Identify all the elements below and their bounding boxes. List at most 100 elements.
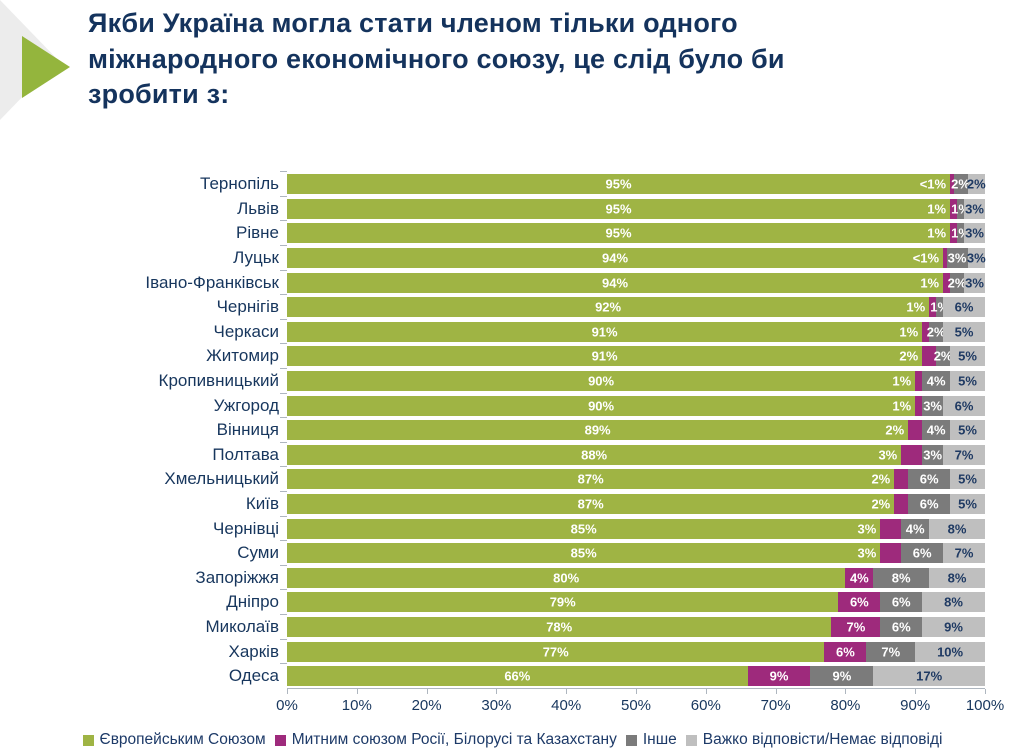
bar-track: 95% <1% 2% 2%: [280, 171, 986, 195]
bar-track: 87% 2% 6% 5%: [280, 466, 985, 490]
bar-value-label: 79%: [549, 594, 576, 610]
bar-segment-eu: 91% 2%: [287, 346, 923, 367]
category-label: Суми: [237, 543, 279, 563]
bar-value-label: 1%: [920, 275, 940, 291]
bar-segment-eu: 94% 1%: [287, 272, 944, 293]
x-tick-label: 20%: [411, 697, 442, 715]
bar-segment-customs-union: [880, 518, 902, 539]
bar-value-label: 78%: [546, 619, 573, 635]
bar-value-label: 6%: [891, 619, 911, 635]
bar-segment-no-answer: 5%: [943, 321, 985, 342]
bar-value-label: 5%: [958, 496, 977, 512]
bar-row: Чернігів 92% 1% 1% 6%: [0, 294, 985, 320]
bar-segment-no-answer: 7%: [943, 543, 985, 564]
legend-label: Європейським Союзом: [99, 731, 266, 748]
x-tick-label: 100%: [965, 697, 1005, 715]
bar-segment-customs-union: [950, 198, 958, 219]
bar-value-label: 95%: [605, 225, 632, 241]
bar-track: 78% 7% 6% 9%: [280, 613, 985, 637]
legend-swatch-icon: [685, 734, 697, 746]
bar-segment-no-answer: 3%: [967, 248, 986, 269]
bar-value-label: 10%: [937, 644, 964, 660]
bar-segment-customs-union: [908, 420, 923, 441]
bar-track: 66% 9% 9% 17%: [280, 663, 985, 687]
x-tick-label: 40%: [551, 697, 582, 715]
bar-value-label: 2%: [951, 176, 970, 192]
bar-row: Вінниця 89% 2% 4% 5%: [0, 417, 985, 443]
bar-value-label: 6%: [835, 644, 855, 660]
bar-value-label: 5%: [958, 348, 977, 364]
bar-row: Одеса 66% 9% 9% 17%: [0, 663, 985, 689]
bar-track: 94% <1% 3% 3%: [280, 245, 986, 269]
bar-value-label: 88%: [581, 447, 608, 463]
bar-value-label: <1%: [912, 250, 940, 266]
bar-segment-customs-union: [943, 272, 951, 293]
category-label: Одеса: [228, 666, 279, 686]
bar-segment-no-answer: 5%: [950, 494, 985, 515]
bar-value-label: 91%: [591, 324, 618, 340]
category-label: Житомир: [206, 346, 279, 366]
bar-value-label: 3%: [965, 225, 984, 241]
legend-swatch-icon: [625, 734, 637, 746]
bar-row: Львів 95% 1% 1% 3%: [0, 195, 985, 222]
bar-row: Тернопіль 95% <1% 2% 2%: [0, 171, 986, 197]
bar-value-label: 87%: [577, 471, 604, 487]
bar-row: Рівне 95% 1% 1% 3%: [0, 220, 985, 246]
bar-segment-customs-union: [950, 223, 958, 244]
bar-segment-other: 3%: [922, 444, 944, 465]
bar-value-label: 2%: [947, 275, 967, 291]
bar-segment-other: 6%: [880, 616, 923, 637]
bar-segment-eu: 91% 1%: [287, 321, 923, 342]
bar-segment-customs-union: 7%: [831, 616, 881, 637]
bar-segment-eu: 95% 1%: [287, 223, 951, 244]
bar-track: 92% 1% 1% 6%: [280, 294, 985, 318]
legend-label: Митним союзом Росії, Білорусі та Казахст…: [291, 731, 617, 748]
x-axis: 0% 10% 20% 30% 40% 50% 60% 70% 80% 90% 100%: [276, 688, 1004, 719]
bar-segment-no-answer: 9%: [922, 616, 985, 637]
bar-value-label: 95%: [605, 176, 632, 192]
bar-segment-no-answer: 17%: [873, 666, 985, 687]
bar-row: Київ 87% 2% 6% 5%: [0, 491, 985, 517]
bar-value-label: 5%: [958, 422, 977, 438]
x-tick-label: 10%: [341, 697, 372, 715]
bar-value-label: 17%: [916, 668, 943, 684]
legend-item: Інше: [625, 731, 677, 749]
bar-value-label: 8%: [944, 594, 963, 610]
bar-value-label: 1%: [906, 299, 926, 315]
bar-row: Житомир 91% 2% 2% 5%: [0, 343, 985, 369]
bar-segment-eu: 77%: [287, 641, 825, 662]
bar-segment-other: 3%: [946, 248, 968, 269]
bar-row: Черкаси 91% 1% 2% 5%: [0, 318, 985, 345]
bar-segment-no-answer: 5%: [950, 420, 985, 441]
bar-value-label: 85%: [570, 545, 597, 561]
bar-value-label: 94%: [602, 275, 629, 291]
bar-segment-no-answer: 6%: [943, 395, 985, 416]
bar-value-label: 89%: [584, 422, 611, 438]
bar-segment-customs-union: [894, 469, 909, 490]
bar-segment-eu: 90% 1%: [287, 371, 916, 392]
x-tick-label: 50%: [620, 697, 652, 715]
bar-value-label: 7%: [881, 644, 901, 660]
bar-value-label: 6%: [919, 471, 939, 487]
x-tick-label: 70%: [760, 697, 791, 715]
bar-segment-no-answer: 5%: [950, 469, 985, 490]
bar-track: 88% 3% 3% 7%: [280, 441, 985, 465]
bar-value-label: 90%: [588, 398, 615, 414]
bar-segment-other: 6%: [908, 494, 951, 515]
bar-value-label: 9%: [832, 668, 852, 684]
x-tick-label: 80%: [830, 697, 861, 715]
bar-track: 85% 3% 6% 7%: [280, 540, 985, 564]
bar-value-label: 6%: [919, 496, 939, 512]
bar-value-label: 1%: [892, 373, 912, 389]
bar-track: 90% 1% 3% 6%: [280, 392, 985, 416]
bar-value-label: 4%: [849, 570, 869, 586]
legend-item: Європейським Союзом: [82, 731, 266, 749]
bar-track: 91% 1% 2% 5%: [280, 318, 985, 342]
bar-segment-no-answer: 5%: [950, 346, 985, 367]
bar-segment-customs-union: 9%: [747, 666, 811, 687]
bar-segment-no-answer: 2%: [967, 174, 986, 195]
x-axis-tick: [985, 689, 986, 695]
bar-segment-other: 2%: [927, 321, 946, 342]
bar-value-label: 3%: [965, 201, 984, 217]
chart-legend: Європейським Союзом Митним союзом Росії, …: [0, 731, 1025, 749]
